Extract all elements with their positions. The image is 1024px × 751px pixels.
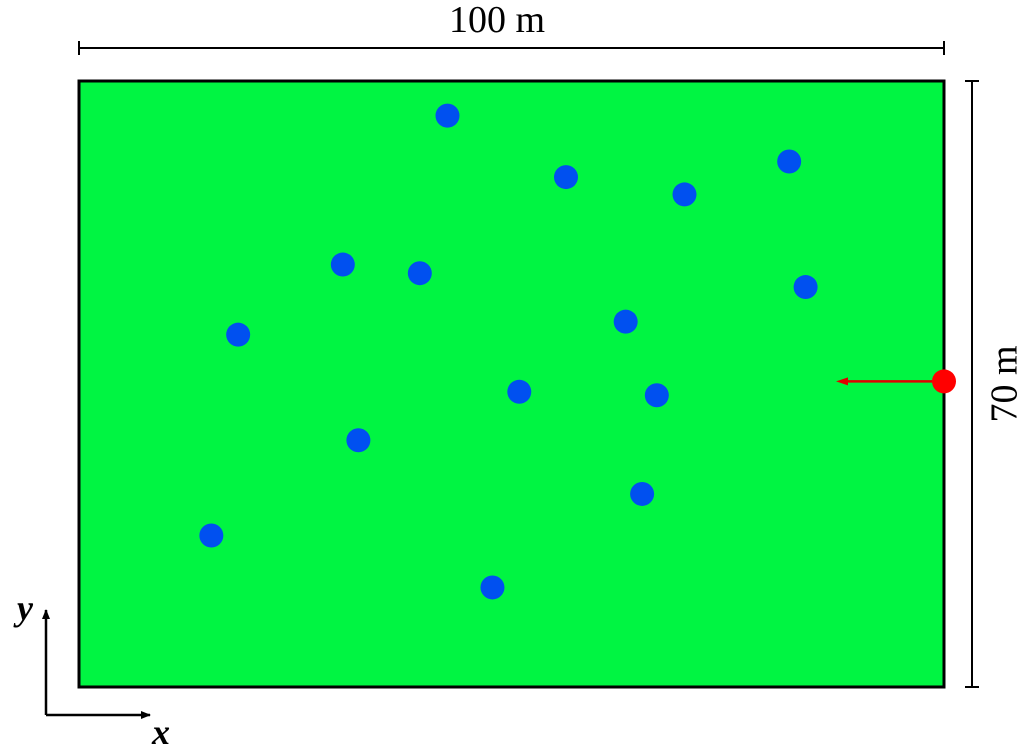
blue-point <box>644 383 669 408</box>
blue-point <box>507 379 532 404</box>
height-dimension: 70 m <box>965 80 1024 688</box>
x-axis-label: x <box>151 712 170 751</box>
blue-point <box>793 275 818 300</box>
blue-point <box>672 182 697 207</box>
blue-point <box>346 428 371 453</box>
blue-point <box>630 481 655 506</box>
blue-point <box>480 575 505 600</box>
red-point-group <box>836 369 956 394</box>
y-axis-label: y <box>13 588 34 628</box>
blue-point <box>777 149 802 174</box>
height-label: 70 m <box>984 345 1024 422</box>
axes-indicator: y x <box>13 588 170 751</box>
blue-point <box>330 252 355 277</box>
blue-point <box>435 103 460 128</box>
blue-point <box>199 523 224 548</box>
blue-point <box>407 261 432 286</box>
red-point <box>932 369 956 394</box>
blue-point <box>613 309 638 334</box>
blue-point <box>226 322 251 347</box>
blue-point <box>553 165 578 190</box>
width-label: 100 m <box>449 0 545 41</box>
width-dimension: 100 m <box>78 0 945 55</box>
blue-points-group <box>199 103 818 600</box>
